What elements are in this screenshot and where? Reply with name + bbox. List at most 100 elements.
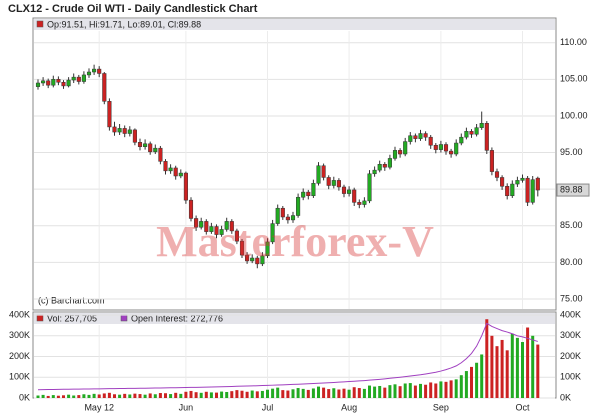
- candle-body: [35, 82, 41, 87]
- candle-body: [234, 230, 239, 242]
- volume-bar: [526, 327, 530, 398]
- legend-entry: Vol: 257,705: [47, 313, 97, 323]
- x-tick-label: May 12: [84, 402, 114, 412]
- volume-bar: [495, 346, 499, 398]
- candle-body: [454, 142, 459, 155]
- volume-bar: [490, 335, 494, 398]
- volume-bar: [531, 335, 535, 398]
- volume-bar: [388, 385, 392, 398]
- volume-bar: [332, 388, 336, 398]
- y-tick-label: 80.00: [560, 257, 583, 267]
- candle-body: [367, 173, 372, 202]
- volume-bar: [118, 394, 122, 398]
- candle-body: [199, 221, 204, 228]
- candle-body: [479, 123, 484, 128]
- candle-body: [494, 171, 500, 178]
- volume-bar: [429, 382, 433, 398]
- volume-bar: [158, 393, 162, 398]
- volume-bar: [454, 379, 458, 398]
- x-tick-label: Sep: [433, 402, 449, 412]
- volume-bar: [174, 392, 178, 398]
- volume-bar: [480, 354, 484, 398]
- volume-bar: [444, 381, 448, 398]
- volume-bar: [123, 393, 127, 398]
- candle-body: [275, 207, 280, 224]
- candle-body: [464, 131, 469, 138]
- candle-body: [316, 165, 321, 184]
- candle-body: [188, 199, 194, 219]
- candle-body: [168, 167, 173, 172]
- y-tick-label: 105.00: [560, 74, 588, 84]
- candle-body: [132, 129, 137, 143]
- candle-body: [239, 240, 245, 256]
- volume-bar: [113, 394, 116, 398]
- volume-bar: [276, 387, 280, 398]
- candle-body: [341, 186, 347, 194]
- candle-body: [311, 183, 316, 197]
- volume-bar: [215, 392, 218, 398]
- volume-bar: [485, 319, 489, 398]
- candle-body: [408, 135, 413, 142]
- candle-body: [107, 101, 112, 128]
- volume-bar: [281, 390, 285, 398]
- volume-bar: [301, 388, 305, 398]
- volume-bar: [179, 393, 183, 398]
- volume-bar: [51, 395, 55, 398]
- candle-body: [122, 128, 127, 134]
- chart-title: CLX12 - Crude Oil WTI - Daily Candlestic…: [8, 3, 258, 15]
- volume-bar: [373, 386, 377, 398]
- candle-body: [520, 177, 525, 181]
- volume-bar: [102, 393, 106, 398]
- volume-bar: [67, 394, 71, 398]
- volume-bar: [403, 383, 407, 398]
- volume-bar: [36, 395, 40, 398]
- candle-body: [92, 68, 97, 73]
- candle-body: [352, 189, 357, 203]
- candle-body: [270, 223, 275, 243]
- candle-body: [336, 180, 341, 188]
- candle-body: [382, 164, 387, 168]
- volume-bar: [128, 394, 132, 398]
- candle-body: [290, 215, 296, 221]
- volume-bar: [510, 333, 514, 398]
- candle-body: [41, 80, 46, 84]
- volume-bar: [434, 383, 438, 398]
- y-tick-label: 0K: [560, 392, 571, 402]
- volume-bar: [250, 390, 254, 398]
- candle-body: [280, 207, 285, 218]
- volume-bar: [521, 342, 524, 398]
- volume-bar: [62, 395, 65, 398]
- candle-body: [66, 79, 71, 87]
- volume-bar: [107, 392, 111, 398]
- candle-body: [469, 131, 474, 135]
- volume-bar: [393, 384, 397, 398]
- volume-bar: [46, 395, 50, 398]
- volume-bar: [337, 389, 341, 398]
- volume-bar: [266, 389, 269, 398]
- volume-bar: [82, 394, 86, 398]
- y-tick-label: 100K: [9, 372, 30, 382]
- candle-body: [535, 177, 540, 191]
- volume-bar: [77, 395, 81, 398]
- open-interest-line: [37, 322, 538, 391]
- volume-bar: [464, 371, 468, 398]
- volume-bar: [138, 394, 142, 398]
- volume-bar: [398, 386, 402, 398]
- candle-body: [326, 177, 331, 186]
- legend-marker: [120, 314, 128, 322]
- volume-bar: [164, 393, 167, 398]
- volume-bar: [306, 389, 310, 398]
- volume-bar: [148, 393, 152, 398]
- candle-body: [357, 202, 362, 205]
- volume-bar: [184, 391, 188, 398]
- y-tick-label: 85.00: [560, 220, 583, 230]
- volume-bar: [189, 390, 193, 398]
- volume-bar: [97, 394, 101, 398]
- candle-body: [484, 123, 489, 151]
- volume-bar: [536, 344, 540, 398]
- candle-body: [112, 126, 117, 133]
- candle-body: [173, 167, 178, 177]
- legend-entry: Open Interest: 272,776: [131, 313, 223, 323]
- candle-body: [403, 141, 408, 155]
- volume-bar: [357, 388, 361, 398]
